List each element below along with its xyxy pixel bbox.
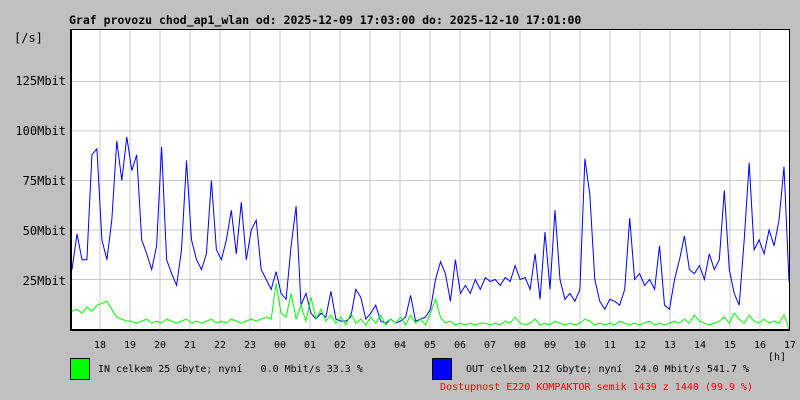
x-axis-label: 21 [183, 340, 197, 351]
x-axis-label: 22 [213, 340, 227, 351]
y-axis-label: 125Mbit [15, 74, 66, 88]
plot-area [70, 29, 790, 331]
x-axis-label: 15 [723, 340, 737, 351]
y-axis-label: 25Mbit [22, 274, 66, 288]
x-axis-label: 19 [123, 340, 137, 351]
x-axis-label: 11 [603, 340, 617, 351]
x-axis-label: 12 [633, 340, 647, 351]
x-axis-label: 00 [273, 340, 287, 351]
x-axis-label: 10 [573, 340, 587, 351]
x-axis-label: 17 [783, 340, 797, 351]
x-axis-label: 20 [153, 340, 167, 351]
x-axis-label: 02 [333, 340, 347, 351]
x-axis-label: 13 [663, 340, 677, 351]
x-axis-label: 04 [393, 340, 407, 351]
out-legend-swatch [432, 358, 452, 380]
traffic-graph [72, 30, 789, 329]
x-axis-label: 01 [303, 340, 317, 351]
x-axis-label: 06 [453, 340, 467, 351]
in-legend-label: IN celkem 25 Gbyte; nyní 0.0 Mbit/s 33.3… [98, 364, 363, 375]
x-axis-label: 23 [243, 340, 257, 351]
in-legend-swatch [70, 358, 90, 380]
x-axis-unit: [h] [768, 352, 787, 363]
x-axis-label: 08 [513, 340, 527, 351]
y-axis-label: 50Mbit [22, 224, 66, 238]
x-axis-label: 16 [753, 340, 767, 351]
x-axis-label: 03 [363, 340, 377, 351]
y-axis-label: 100Mbit [15, 124, 66, 138]
availability-text: Dostupnost E220 KOMPAKTOR semik 1439 z 1… [440, 382, 754, 393]
y-axis-label: 75Mbit [22, 174, 66, 188]
x-axis-label: 09 [543, 340, 557, 351]
x-axis-label: 05 [423, 340, 437, 351]
graph-title: Graf provozu chod_ap1_wlan od: 2025-12-0… [69, 13, 582, 27]
x-axis-label: 07 [483, 340, 497, 351]
x-axis-label: 18 [93, 340, 107, 351]
x-axis-label: 14 [693, 340, 707, 351]
y-axis-unit: [/s] [14, 31, 43, 45]
out-legend-label: OUT celkem 212 Gbyte; nyní 24.0 Mbit/s 5… [466, 364, 749, 375]
